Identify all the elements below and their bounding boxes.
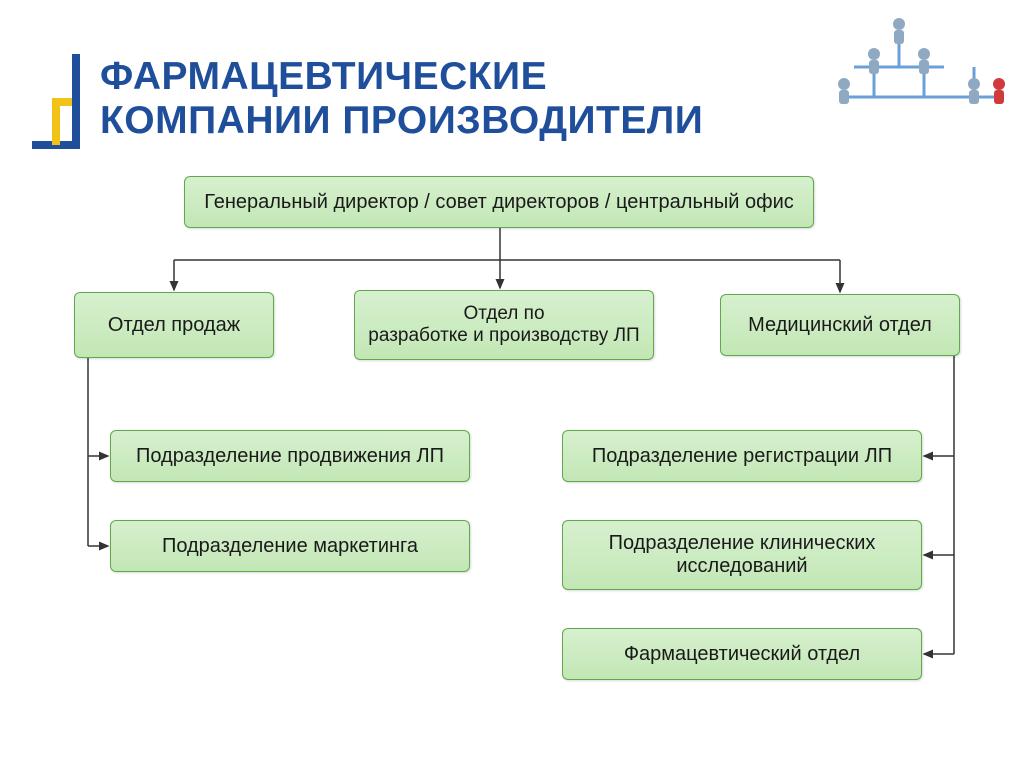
node-pharm: Фармацевтический отдел [562,628,922,680]
node-dev: Отдел по разработке и производству ЛП [354,290,654,360]
node-medical: Медицинский отдел [720,294,960,356]
node-pharm-label: Фармацевтический отдел [624,643,860,666]
slide-title: ФАРМАЦЕВТИЧЕСКИЕ КОМПАНИИ ПРОИЗВОДИТЕЛИ [100,55,703,143]
node-root: Генеральный директор / совет директоров … [184,176,814,228]
node-root-label: Генеральный директор / совет директоров … [204,191,794,214]
title-line-2: КОМПАНИИ ПРОИЗВОДИТЕЛИ [100,99,703,143]
title-bullet-decoration [32,54,92,149]
node-registration-label: Подразделение регистрации ЛП [592,445,892,468]
node-marketing: Подразделение маркетинга [110,520,470,572]
node-marketing-label: Подразделение маркетинга [162,535,418,558]
node-clinical: Подразделение клинических исследований [562,520,922,590]
node-promo: Подразделение продвижения ЛП [110,430,470,482]
corner-org-icon [814,2,1014,112]
node-sales: Отдел продаж [74,292,274,358]
node-clinical-label: Подразделение клинических исследований [609,532,876,578]
node-dev-label: Отдел по разработке и производству ЛП [368,303,639,347]
title-line-1: ФАРМАЦЕВТИЧЕСКИЕ [100,55,703,99]
node-sales-label: Отдел продаж [108,314,240,337]
node-promo-label: Подразделение продвижения ЛП [136,445,444,468]
node-medical-label: Медицинский отдел [748,314,932,337]
node-registration: Подразделение регистрации ЛП [562,430,922,482]
